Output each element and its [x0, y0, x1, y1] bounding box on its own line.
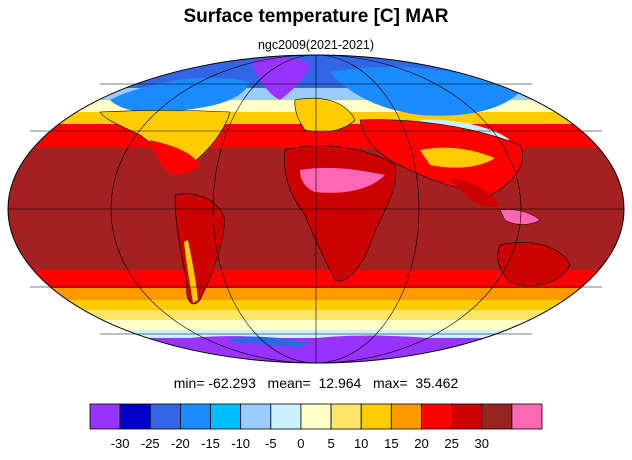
colorbar-swatch [330, 403, 362, 430]
colorbar-swatch [240, 403, 272, 430]
min-value: -62.293 [208, 375, 256, 391]
colorbar-tick-label: -25 [140, 436, 160, 451]
sahara-hot [300, 167, 385, 193]
colorbar-tick-label: 15 [384, 436, 399, 451]
max-label: max= [373, 375, 408, 391]
colorbar-tick-label: 25 [444, 436, 459, 451]
colorbar-swatch [210, 403, 242, 430]
colorbar-tick-label: -30 [110, 436, 130, 451]
field-statistics: min= -62.293 mean= 12.964 max= 35.462 [0, 375, 632, 391]
figure-subtitle: ngc2009(2021-2021) [257, 38, 375, 52]
greenland [250, 57, 310, 100]
north-america-cold [110, 77, 250, 113]
mean-label: mean= [267, 375, 311, 391]
colorbar-tick-label: -15 [201, 436, 220, 451]
indochina [450, 178, 500, 207]
antarctic-peninsula [230, 336, 310, 348]
europe [294, 97, 356, 133]
min-label: min= [173, 375, 205, 391]
usa-south [150, 140, 200, 175]
colorbar-swatch [179, 403, 211, 430]
colorbar-swatch [451, 403, 483, 430]
colorbar-swatch [421, 403, 453, 430]
colorbar-swatch [360, 403, 392, 430]
north-america [99, 110, 231, 166]
south-america [174, 193, 226, 305]
colorbar-tick-label: -20 [170, 436, 190, 451]
max-value: 35.462 [415, 375, 459, 391]
colorbar-tick-label: 20 [414, 436, 429, 451]
colorbar-swatch [270, 403, 302, 430]
colorbar-swatch [149, 403, 181, 430]
colorbar-tick-label: 10 [353, 436, 369, 451]
colorbar-swatch [390, 403, 422, 430]
siberia-cold [330, 66, 520, 116]
colorbar-swatch [300, 403, 332, 430]
colorbar-tick-label: -10 [231, 436, 251, 451]
colorbar-swatch [481, 403, 513, 430]
colorbar-tick-label: 0 [297, 436, 305, 451]
colorbar-swatch [119, 403, 151, 430]
figure-title: Surface temperature [C] MAR [183, 6, 449, 27]
australia [497, 242, 571, 286]
graticule [7, 54, 625, 364]
tibet [420, 147, 495, 168]
colorbar-swatch [89, 403, 121, 430]
mean-value: 12.964 [318, 375, 362, 391]
colorbar-tick-label: -5 [265, 436, 277, 451]
colorbar-tick-label: 30 [474, 436, 489, 451]
colorbar-swatch [511, 403, 543, 430]
indonesia [499, 209, 541, 225]
colorbar-tick-label: 5 [327, 436, 335, 451]
